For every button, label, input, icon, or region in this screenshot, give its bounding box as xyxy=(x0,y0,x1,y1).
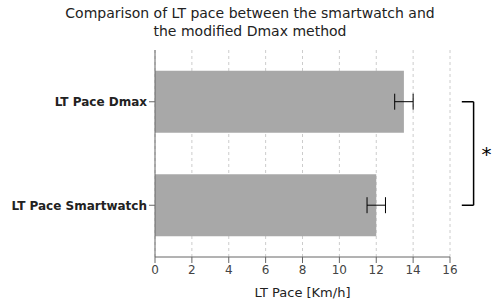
svg-text:LT Pace Smartwatch: LT Pace Smartwatch xyxy=(12,199,148,213)
svg-text:LT Pace [Km/h]: LT Pace [Km/h] xyxy=(255,285,351,300)
svg-text:10: 10 xyxy=(332,263,347,277)
svg-text:14: 14 xyxy=(405,263,420,277)
svg-text:8: 8 xyxy=(299,263,307,277)
svg-text:0: 0 xyxy=(151,263,159,277)
svg-text:6: 6 xyxy=(262,263,270,277)
svg-text:4: 4 xyxy=(225,263,233,277)
svg-text:*: * xyxy=(482,142,492,166)
svg-text:2: 2 xyxy=(188,263,196,277)
html-text:Comparison of LT pace between: Comparison of LT pace between the smartw… xyxy=(65,5,435,39)
svg-text:16: 16 xyxy=(442,263,457,277)
svg-text:12: 12 xyxy=(369,263,384,277)
svg-text:LT Pace Dmax: LT Pace Dmax xyxy=(55,95,148,109)
